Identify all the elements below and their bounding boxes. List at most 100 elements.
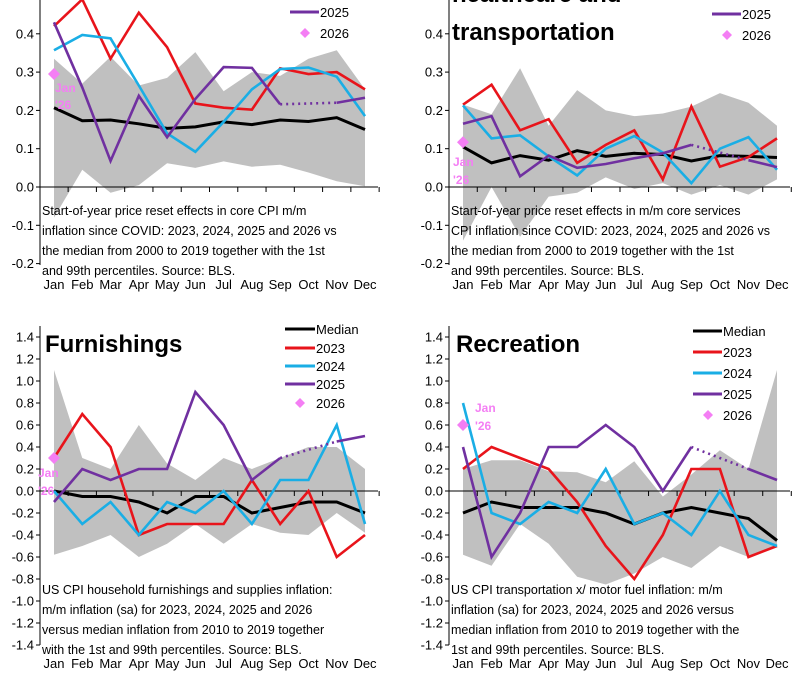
legend-label: 2026 [320, 26, 349, 41]
x-tick-label: Jan [44, 656, 65, 671]
y-tick-label: 1.0 [16, 374, 34, 389]
x-tick-label: Nov [325, 656, 349, 671]
y-tick-label: 0.4 [16, 26, 34, 41]
x-tick-label: Mar [509, 277, 532, 292]
jan-26-annotation: Jan [55, 81, 76, 95]
legend-label: Median [723, 324, 766, 339]
series-line-2025 [461, 423, 693, 561]
y-tick-label: 0.2 [16, 103, 34, 118]
x-tick-label: Jan [453, 277, 474, 292]
y-tick-label: -0.2 [421, 256, 443, 271]
chart-description: CPI inflation since COVID: 2023, 2024, 2… [451, 224, 770, 238]
x-tick-label: Feb [480, 277, 502, 292]
x-tick-label: Apr [539, 277, 560, 292]
x-tick-label: Dec [765, 656, 789, 671]
y-tick-label: 1.2 [425, 352, 443, 367]
y-tick-label: 1.4 [425, 330, 443, 345]
chart-description: and 99th percentiles. Source: BLS. [451, 264, 644, 278]
series-line-median [462, 145, 778, 165]
x-tick-label: Dec [353, 277, 377, 292]
x-tick-label: Nov [737, 656, 761, 671]
legend-label: 2025 [320, 5, 349, 20]
jan-26-annotation: '26 [38, 484, 55, 498]
y-tick-label: 0.1 [425, 141, 443, 156]
x-tick-label: Jun [185, 277, 206, 292]
series-line-2025 [748, 158, 778, 169]
series-line-2023 [462, 82, 778, 183]
y-tick-label: 0.4 [16, 440, 34, 455]
series-line-2025 [53, 389, 281, 503]
chart-description: Start-of-year price reset effects in cor… [42, 204, 306, 218]
x-tick-label: Apr [539, 656, 560, 671]
series-line-2025 [462, 114, 692, 179]
x-tick-label: Apr [129, 277, 150, 292]
chart-description: US CPI household furnishings and supplie… [42, 583, 332, 597]
x-tick-label: Jul [626, 277, 643, 292]
x-tick-label: Aug [240, 656, 263, 671]
y-tick-label: -0.1 [421, 218, 443, 233]
jan-26-annotation: '26 [453, 173, 470, 187]
x-tick-label: Sep [680, 277, 703, 292]
jan-26-annotation: '26 [475, 419, 492, 433]
chart-title: healthcare and [452, 0, 621, 8]
y-tick-label: 0.8 [425, 396, 443, 411]
chart-description: Start-of-year price reset effects in m/m… [451, 204, 740, 218]
data-point-2026 [48, 68, 60, 81]
series-line-2023 [462, 445, 778, 582]
y-tick-label: 0.0 [16, 484, 34, 499]
y-tick-label: -1.0 [421, 594, 443, 609]
legend-marker-2026 [300, 28, 310, 38]
x-tick-label: Jun [595, 277, 616, 292]
y-tick-label: -0.6 [421, 550, 443, 565]
x-tick-label: Oct [298, 277, 319, 292]
y-tick-label: -1.0 [12, 594, 34, 609]
jan-26-annotation: Jan [38, 466, 59, 480]
data-point-2026 [457, 419, 469, 431]
x-tick-label: Oct [710, 277, 731, 292]
x-tick-label: Nov [737, 277, 761, 292]
series-line-2023 [52, 411, 366, 560]
x-tick-label: Sep [269, 277, 292, 292]
legend-label: 2024 [316, 359, 345, 374]
chart-panel-1: 0.4 0.3 0.2 0.1 0.0 -0.1 -0.2 Jan Feb Mar Apr May Ju… [12, 0, 380, 292]
series-gap-dotted-2025 [279, 440, 338, 460]
y-tick-label: 0.0 [425, 180, 443, 195]
y-tick-label: 0.3 [425, 65, 443, 80]
chart-description: 1st and 99th percentiles. Source: BLS. [451, 643, 664, 657]
legend-marker-2026 [295, 398, 305, 408]
series-line-2024 [462, 104, 778, 186]
x-tick-label: Jan [453, 656, 474, 671]
y-tick-label: -0.6 [12, 550, 34, 565]
series-line-2023 [53, 0, 366, 111]
y-tick-label: -0.2 [12, 506, 34, 521]
y-tick-label: 0.2 [16, 462, 34, 477]
x-tick-label: Sep [680, 656, 703, 671]
y-tick-label: 1.4 [16, 330, 34, 345]
jan-26-annotation: '26 [55, 98, 72, 112]
legend-label: 2026 [723, 408, 752, 423]
x-tick-label: Jul [215, 277, 232, 292]
x-tick-label: Jul [215, 656, 232, 671]
y-tick-label: 0.0 [16, 180, 34, 195]
legend-marker-2026 [722, 30, 732, 40]
series-line-median [462, 500, 778, 542]
x-tick-label: Mar [99, 277, 122, 292]
x-tick-label: Nov [325, 277, 349, 292]
y-tick-label: 0.1 [16, 141, 34, 156]
chart-description: inflation since COVID: 2023, 2024, 2025 … [42, 224, 337, 238]
y-tick-label: -1.4 [12, 638, 34, 653]
x-tick-label: Mar [509, 656, 532, 671]
x-tick-label: Jan [44, 277, 65, 292]
x-tick-label: May [565, 277, 590, 292]
x-tick-label: May [565, 656, 590, 671]
percentile-band [54, 50, 365, 218]
y-tick-label: 0.2 [425, 103, 443, 118]
x-tick-label: Dec [765, 277, 789, 292]
x-tick-label: Jul [626, 656, 643, 671]
series-line-median [53, 106, 366, 131]
legend-label: 2023 [723, 345, 752, 360]
y-tick-label: -1.2 [12, 616, 34, 631]
chart-panel-4: 1.4 1.2 1.0 0.8 0.6 0.4 0.2 0.0 -0.2 -0.4 -0.6 -0.8… [421, 324, 792, 671]
y-tick-label: -0.8 [12, 572, 34, 587]
x-tick-label: Oct [710, 656, 731, 671]
